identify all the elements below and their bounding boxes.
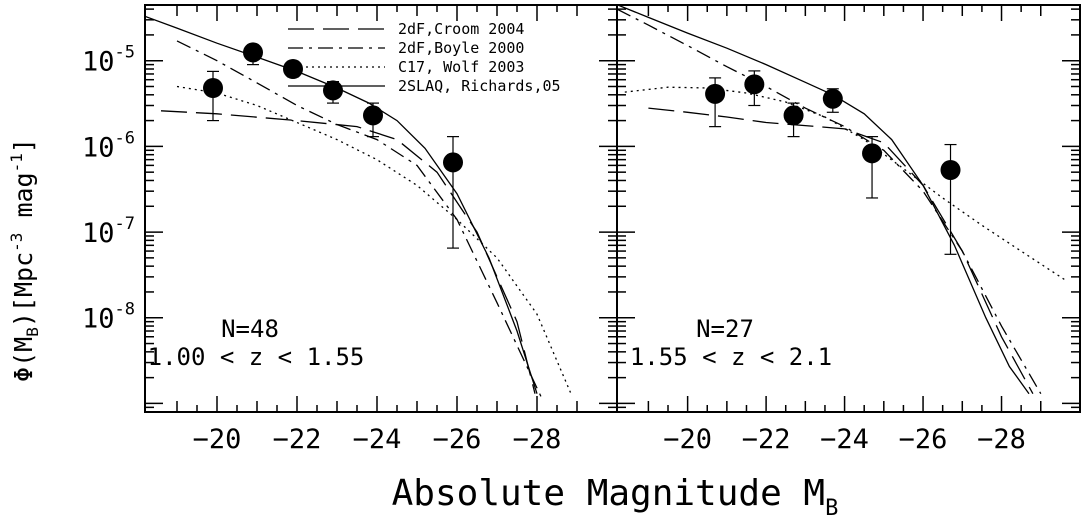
x-tick-label: −22 — [742, 424, 791, 455]
y-axis-label: Φ(MB)[Mpc-3 mag-1] — [7, 138, 42, 382]
data-point — [363, 105, 383, 126]
curve-dashed — [160, 110, 536, 394]
data-point — [283, 58, 303, 79]
x-axis-label-main: Absolute Magnitude M — [392, 473, 825, 514]
data-point — [822, 88, 843, 109]
x-tick-label: −20 — [663, 424, 712, 455]
curve-solid — [617, 5, 1030, 395]
y-tick-label: 10-6 — [82, 128, 135, 163]
curve-dashed — [648, 107, 1034, 395]
curve-dotted — [624, 86, 1065, 280]
annotation-z: 1.00 < z < 1.55 — [148, 343, 365, 371]
y-axis-label-sup2: -1 — [7, 153, 26, 172]
y-axis-label-mag: mag — [9, 172, 38, 232]
y-tick-label-exponent: -5 — [115, 43, 135, 63]
legend-label: 2SLAQ, Richards,05 — [398, 77, 561, 95]
x-tick-label: −28 — [977, 424, 1026, 455]
data-point — [862, 143, 883, 164]
x-tick-label: −20 — [193, 424, 242, 455]
legend-label: 2dF,Croom 2004 — [398, 20, 524, 38]
plot-frame — [616, 4, 1081, 413]
y-axis-label-main: Φ(M — [9, 337, 38, 382]
legend-label: 2dF,Boyle 2000 — [398, 39, 524, 57]
data-point — [783, 105, 804, 126]
y-tick-label: 10-8 — [82, 300, 135, 335]
data-point — [323, 80, 343, 101]
annotation-z: 1.55 < z < 2.1 — [630, 343, 832, 371]
curve-dashdot — [617, 8, 1042, 395]
curve-dashdot — [176, 40, 542, 397]
y-tick-label: 10-5 — [82, 43, 135, 78]
data-point — [744, 74, 765, 95]
y-tick-label-exponent: -8 — [115, 300, 135, 320]
model-curves — [617, 5, 1065, 395]
y-tick-label-exponent: -6 — [115, 128, 135, 148]
annotation-n: N=48 — [221, 315, 279, 343]
data-point — [940, 160, 961, 181]
x-axis-label: Absolute Magnitude MB — [392, 473, 839, 520]
x-tick-label: −26 — [433, 424, 482, 455]
y-tick-label: 10-7 — [82, 214, 135, 249]
y-axis-label-end: ] — [9, 138, 38, 153]
y-tick-label-base: 10 — [82, 218, 115, 249]
data-point — [203, 78, 223, 99]
y-axis-label-sup1: -3 — [7, 233, 26, 252]
data-point — [243, 42, 263, 63]
annotation-n: N=27 — [696, 315, 754, 343]
x-axis-label-sub: B — [825, 496, 838, 520]
right-panel: −20 −22 −24 −26 −28 N=271.55 < z < 2.1 — [616, 4, 1081, 455]
data-point — [443, 152, 463, 173]
y-axis-label-sub: B — [23, 327, 42, 337]
x-tick-label: −26 — [899, 424, 948, 455]
y-tick-label-exponent: -7 — [115, 214, 135, 234]
x-tick-label: −22 — [273, 424, 322, 455]
y-tick-label-base: 10 — [82, 304, 115, 335]
data-point — [705, 83, 726, 104]
x-tick-label: −28 — [513, 424, 562, 455]
y-tick-label-base: 10 — [82, 132, 115, 163]
left-panel: −20 −22 −24 −26 −2810-510-610-710-8N=481.00 … — [82, 4, 618, 455]
x-tick-label: −24 — [820, 424, 869, 455]
y-tick-label-base: 10 — [82, 47, 115, 78]
y-axis-label-rest: )[Mpc — [9, 252, 38, 327]
legend-label: C17, Wolf 2003 — [398, 58, 524, 76]
x-tick-label: −24 — [353, 424, 402, 455]
